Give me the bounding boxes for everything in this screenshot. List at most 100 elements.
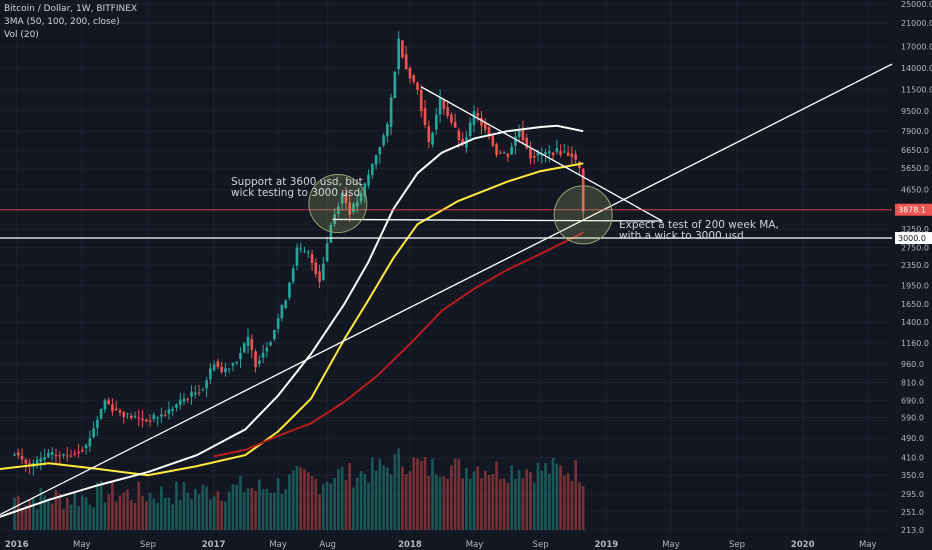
- support-line: [332, 218, 663, 222]
- volume-bar: [322, 484, 325, 530]
- candle-body: [156, 417, 159, 419]
- highlight-circle-2: [553, 185, 613, 245]
- candle-body: [382, 135, 385, 146]
- volume-bar: [397, 448, 400, 530]
- volume-bar: [84, 497, 88, 530]
- volume-bar: [295, 465, 299, 530]
- candle-body: [160, 414, 163, 417]
- candle-body: [39, 458, 43, 463]
- volume-bar: [544, 463, 547, 530]
- volume-bar: [103, 502, 107, 530]
- volume-bar: [487, 474, 491, 530]
- candle-body: [84, 445, 88, 449]
- expect-annotation-line2: with a wick to 3000 usd: [619, 230, 744, 242]
- candle-body: [103, 400, 107, 410]
- volume-bar: [303, 469, 306, 530]
- y-tick-label: 6650.0: [901, 146, 929, 155]
- volume-bar: [465, 468, 468, 530]
- candle-body: [13, 454, 16, 456]
- volume-bar: [122, 492, 126, 530]
- volume-bar: [269, 493, 272, 530]
- x-tick-label: May: [269, 540, 287, 550]
- volume-bar: [578, 482, 581, 530]
- candle-body: [457, 130, 461, 141]
- candle-body: [408, 68, 412, 79]
- candle-body: [423, 107, 427, 125]
- volume-bar: [416, 458, 419, 530]
- candle-body: [517, 129, 521, 138]
- x-tick-label: May: [859, 540, 877, 550]
- candle-body: [295, 247, 299, 266]
- volume-bar: [446, 478, 449, 530]
- volume-bar: [167, 497, 171, 530]
- candle-body: [54, 455, 58, 457]
- candle-body: [73, 453, 77, 455]
- candle-body: [551, 152, 555, 156]
- candle-body: [514, 136, 517, 146]
- volume-bar: [50, 503, 54, 530]
- volume-bar: [495, 461, 498, 530]
- candle-body: [510, 146, 513, 155]
- volume-bar: [491, 474, 495, 530]
- candle-body: [28, 463, 31, 466]
- candle-body: [118, 410, 122, 413]
- candle-body: [141, 418, 144, 421]
- candle-body: [355, 201, 359, 207]
- candle-body: [99, 408, 103, 419]
- y-tick-label: 251.0: [901, 508, 924, 517]
- x-tick-label: May: [466, 540, 484, 550]
- candle-body: [239, 353, 242, 360]
- candle-body: [487, 127, 491, 137]
- y-tick-label: 7900.0: [901, 127, 929, 136]
- volume-bar: [480, 478, 483, 530]
- candle-body: [242, 343, 246, 353]
- volume-bar: [363, 474, 367, 530]
- volume-bar: [145, 501, 148, 530]
- candle-body: [389, 97, 393, 128]
- volume-bar: [355, 477, 359, 530]
- volume-bar: [521, 478, 525, 530]
- volume-bar: [273, 492, 276, 530]
- volume-bar: [148, 493, 152, 530]
- volume-bar: [442, 476, 446, 530]
- volume-bar: [80, 495, 84, 530]
- volume-bar: [525, 469, 529, 530]
- volume-bar: [306, 472, 310, 530]
- volume-bar: [337, 469, 340, 530]
- candle-body: [212, 364, 216, 371]
- x-tick-label: 2020: [791, 540, 815, 550]
- volume-bar: [114, 501, 118, 530]
- volume-bar: [118, 495, 122, 530]
- volume-bar: [73, 492, 77, 530]
- volume-bar: [506, 482, 510, 530]
- candle-body: [122, 412, 126, 418]
- volume-bar: [393, 453, 397, 530]
- volume-bar: [483, 470, 487, 530]
- volume-bar: [536, 462, 540, 530]
- x-tick-label: 2016: [5, 540, 29, 550]
- volume-bar: [551, 457, 555, 530]
- volume-bar: [62, 508, 65, 530]
- candle-body: [359, 193, 363, 202]
- candle-body: [412, 75, 416, 82]
- candle-body: [532, 156, 536, 158]
- x-tick-label: Sep: [533, 540, 549, 550]
- volume-bar: [431, 458, 434, 530]
- volume-bar: [386, 467, 389, 530]
- volume-bar: [47, 500, 50, 530]
- volume-bar: [367, 482, 370, 530]
- y-tick-label: 4650.0: [901, 186, 929, 195]
- volume-bar: [220, 500, 223, 530]
- y-tick-label: 1650.0: [901, 300, 929, 309]
- candle-body: [370, 163, 374, 176]
- candle-body: [205, 380, 208, 389]
- candle-body: [363, 183, 367, 196]
- volume-bar: [88, 504, 92, 530]
- candle-body: [340, 192, 344, 204]
- x-tick-label: 2018: [398, 540, 422, 550]
- candle-body: [348, 202, 352, 215]
- candle-body: [476, 113, 480, 117]
